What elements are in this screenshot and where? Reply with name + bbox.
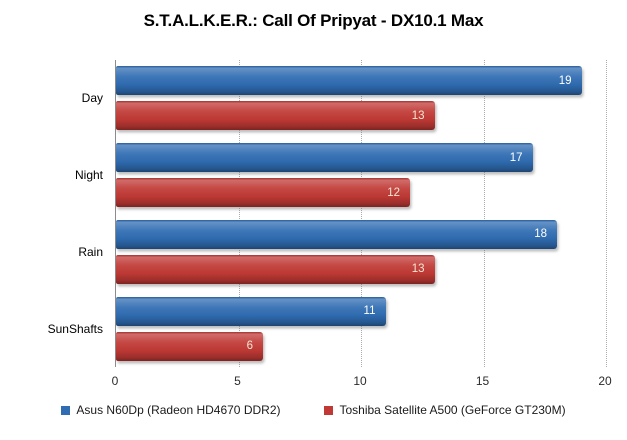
legend-item: Asus N60Dp (Radeon HD4670 DDR2) [61, 403, 280, 417]
gridline [483, 60, 485, 367]
gridline [361, 60, 362, 367]
bar-series-1: 17 [116, 143, 533, 173]
x-tick-label: 10 [353, 374, 367, 388]
legend-item: Toshiba Satellite A500 (GeForce GT230M) [324, 403, 566, 417]
legend-label: Asus N60Dp (Radeon HD4670 DDR2) [76, 403, 281, 417]
gridline [606, 60, 607, 367]
category-label: Night [74, 168, 103, 183]
x-tick-label: 20 [598, 374, 612, 388]
bar-series-1: 11 [116, 296, 386, 326]
x-tick-label: 0 [111, 374, 119, 388]
bar-series-2: 6 [116, 331, 263, 361]
x-tick-label: 15 [475, 374, 490, 388]
bar-group: Night 17 12 [75, 137, 606, 214]
legend-label: Toshiba Satellite A500 (GeForce GT230M) [339, 403, 566, 417]
chart-title: S.T.A.L.K.E.R.: Call Of Pripyat - DX10.1… [143, 11, 484, 30]
bar-value-label: 18 [534, 228, 547, 241]
plot-area: Day 19 13 Night 17 12 Rain 18 13 SunShafts 11 6 [48, 60, 607, 367]
category-label: Day [81, 91, 103, 106]
legend-marker [61, 405, 71, 415]
bar-series-1: 19 [116, 66, 582, 96]
bar-series-1: 18 [116, 219, 557, 249]
bar-series-2: 13 [116, 254, 435, 284]
x-tick-label: 5 [234, 374, 241, 388]
x-axis: 0 5 10 15 20 [111, 374, 612, 390]
bar-group: Day 19 13 [82, 60, 606, 137]
bar-value-label: 12 [387, 186, 400, 199]
bar-value-label: 13 [411, 263, 425, 276]
bar-value-label: 6 [246, 340, 253, 353]
bar-group: Rain 18 13 [78, 214, 606, 291]
legend: Asus N60Dp (Radeon HD4670 DDR2) Toshiba S… [0, 401, 627, 419]
bar-group: SunShafts 11 6 [48, 290, 606, 367]
bar-value-label: 11 [363, 305, 376, 318]
bar-value-label: 19 [558, 74, 572, 87]
category-label: SunShafts [47, 321, 103, 336]
category-label: Rain [78, 244, 103, 259]
bar-series-2: 13 [116, 101, 435, 131]
bar-value-label: 13 [411, 109, 425, 122]
bar-value-label: 17 [509, 151, 523, 164]
gridline [238, 60, 240, 367]
legend-marker [324, 405, 334, 415]
bar-series-2: 12 [116, 178, 410, 208]
